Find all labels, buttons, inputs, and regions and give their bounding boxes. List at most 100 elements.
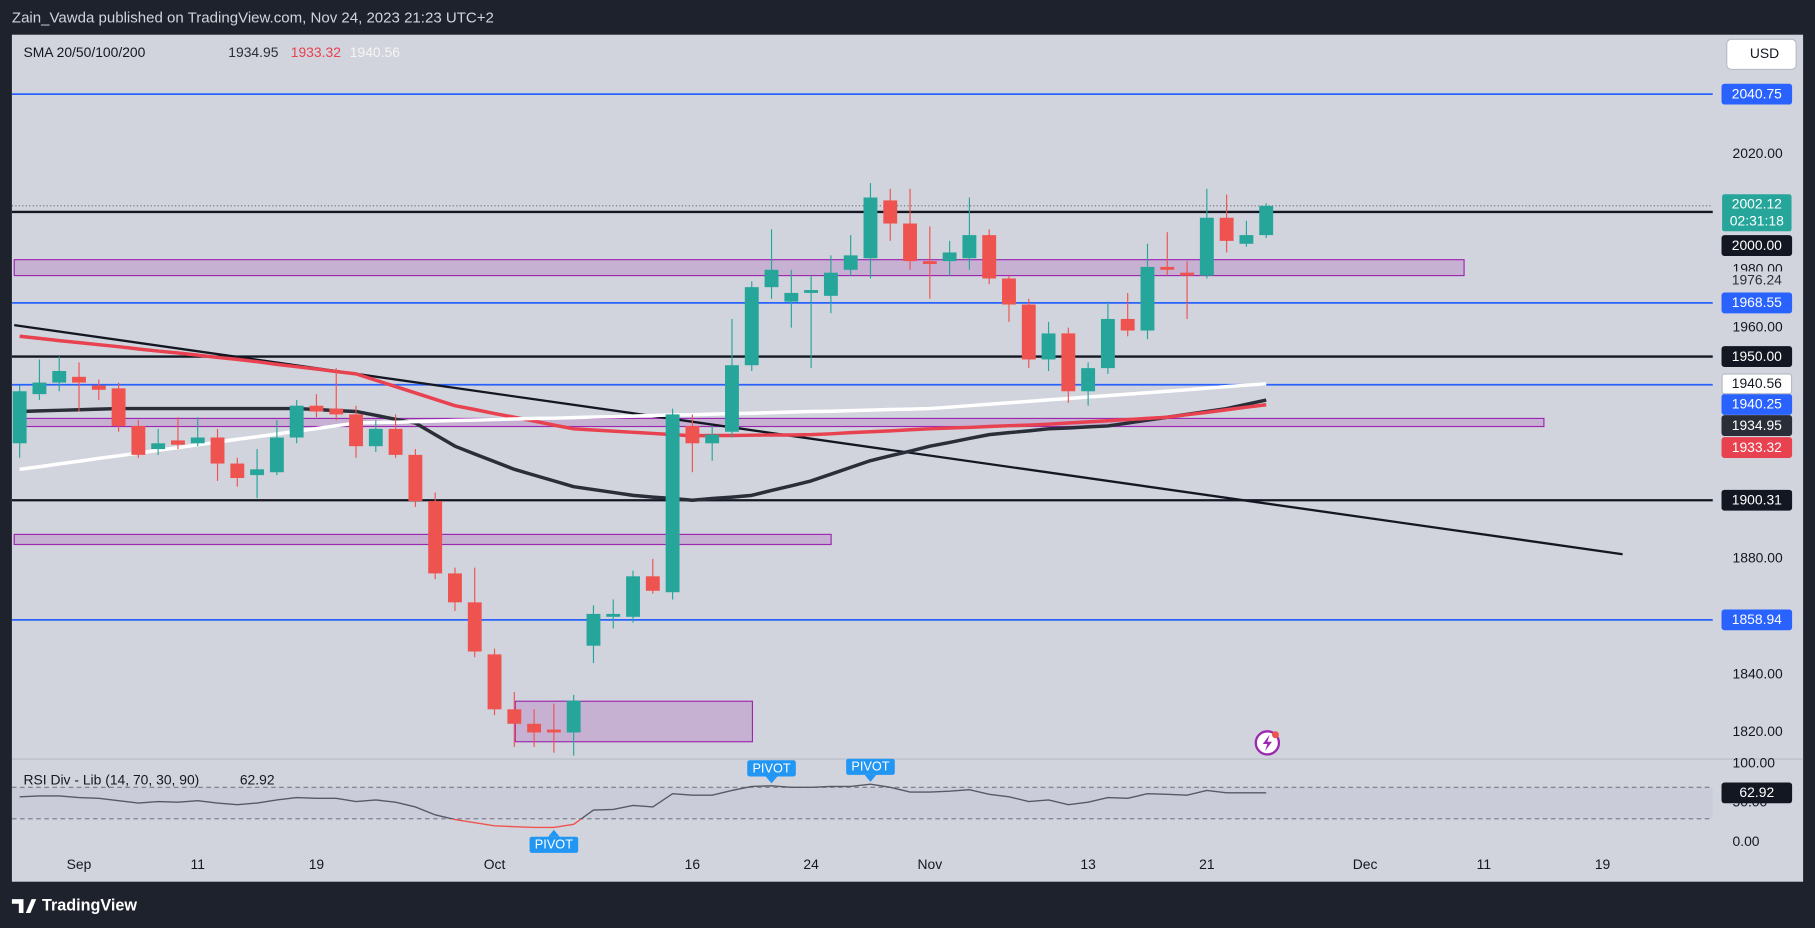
- y-tick-label: 1840.00: [1733, 665, 1783, 681]
- price-label-box: [1721, 346, 1793, 367]
- candle-body: [388, 428, 403, 455]
- sma-value: 1933.32: [291, 44, 341, 60]
- candle-body: [527, 723, 542, 733]
- pivot-arrow: [765, 776, 778, 784]
- pivot-label: PIVOT: [851, 759, 889, 774]
- candle-body: [1219, 217, 1234, 241]
- pivot-arrow: [864, 774, 877, 782]
- candle-body: [606, 613, 621, 617]
- moving-average: [19, 382, 1267, 472]
- candle-body: [1041, 333, 1056, 360]
- pivot-box: [846, 758, 895, 775]
- candle-body: [764, 269, 779, 288]
- candle-body: [190, 437, 205, 444]
- rsi-band: [11, 787, 1713, 819]
- candle-body: [131, 425, 146, 455]
- candle-body: [546, 729, 561, 733]
- price-label: 1933.32: [1732, 439, 1782, 455]
- candle-body: [368, 428, 383, 447]
- candle-body: [329, 408, 344, 415]
- candle-body: [52, 371, 67, 383]
- candle-body: [289, 405, 304, 438]
- price-label-box: [1721, 609, 1793, 631]
- price-label: 1940.56: [1732, 375, 1782, 391]
- candle-body: [942, 252, 957, 262]
- moving-average: [19, 398, 1267, 502]
- candle-body: [1140, 266, 1155, 331]
- price-label-box: [1721, 83, 1793, 105]
- candle-body: [250, 469, 265, 476]
- candle-body: [467, 602, 482, 652]
- x-tick-label: Dec: [1353, 856, 1378, 872]
- price-label-box: [1721, 489, 1793, 511]
- price-label: 1900.31: [1732, 491, 1782, 507]
- x-tick-label: 13: [1080, 856, 1096, 872]
- moving-averages: [19, 334, 1267, 502]
- price-label: 1968.55: [1732, 294, 1782, 310]
- pivot-box: [529, 836, 579, 853]
- candle-body: [922, 261, 937, 265]
- candle-body: [566, 700, 581, 733]
- x-tick-label: Nov: [917, 856, 942, 872]
- y-tick-label: 1820.00: [1733, 723, 1783, 739]
- candle-body: [982, 235, 997, 279]
- price-label-box: [1721, 437, 1793, 459]
- price-label-box: [1721, 235, 1793, 256]
- x-tick-label: Oct: [484, 856, 506, 872]
- pivot-label: PIVOT: [752, 760, 790, 775]
- candle-body: [744, 287, 759, 366]
- candle-body: [507, 709, 522, 724]
- price-label: 1940.25: [1732, 396, 1782, 412]
- candle-body: [91, 385, 106, 390]
- candle-body: [230, 463, 245, 478]
- candle-body: [1120, 318, 1135, 331]
- pivot-label: PIVOT: [535, 837, 573, 852]
- candle-body: [1180, 272, 1194, 276]
- candle-body: [1199, 217, 1214, 276]
- candle-body: [72, 376, 86, 383]
- candle-body: [1160, 266, 1175, 270]
- price-label: 62.92: [1739, 784, 1774, 800]
- candle-body: [448, 573, 462, 603]
- candle-body: [1021, 304, 1036, 360]
- price-label: 2040.75: [1732, 85, 1782, 101]
- axis-labels: 2040.75 2000.00 1968.55 1950.00 1940.25 1900.…: [1721, 83, 1793, 804]
- price-label: 1934.95: [1732, 417, 1782, 433]
- candle-body: [171, 440, 185, 445]
- price-label-box: [1722, 194, 1792, 232]
- x-tick-label: 21: [1199, 856, 1215, 872]
- x-tick-label: 19: [309, 856, 325, 872]
- candle-body: [903, 223, 917, 262]
- sma-value: 1940.56: [350, 44, 400, 60]
- plot-background: [11, 34, 1804, 882]
- candle-body: [804, 290, 819, 293]
- candle-body: [863, 197, 878, 259]
- x-tick-label: 16: [685, 856, 701, 872]
- brand: TradingView: [42, 896, 137, 914]
- price-label-box: [1721, 782, 1793, 804]
- candle-body: [883, 200, 898, 224]
- candle-body: [586, 613, 601, 646]
- levels: [11, 93, 1713, 621]
- candle-body: [269, 437, 284, 473]
- x-tick-label: 24: [803, 856, 819, 872]
- candle-body: [784, 292, 799, 302]
- x-tick-label: Sep: [67, 856, 92, 872]
- candle-body: [1239, 235, 1254, 244]
- pivot-arrow: [548, 829, 560, 837]
- publisher: Zain_Vawda published on TradingView.com,…: [12, 9, 494, 26]
- candle-body: [12, 391, 27, 444]
- price-label: 1950.00: [1732, 348, 1782, 364]
- rsi-value: 62.92: [240, 772, 275, 788]
- zone: [514, 700, 754, 743]
- price-label: 2000.00: [1732, 237, 1782, 253]
- candle-body: [151, 443, 166, 450]
- candle-body: [685, 425, 700, 444]
- candle-body: [1100, 318, 1115, 369]
- candle-body: [487, 654, 502, 710]
- candle-body: [705, 434, 720, 444]
- currency-button[interactable]: [1726, 38, 1797, 71]
- candle-body: [962, 235, 977, 259]
- candle-body: [725, 365, 739, 432]
